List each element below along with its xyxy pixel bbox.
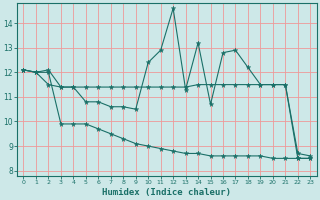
X-axis label: Humidex (Indice chaleur): Humidex (Indice chaleur) — [102, 188, 231, 197]
